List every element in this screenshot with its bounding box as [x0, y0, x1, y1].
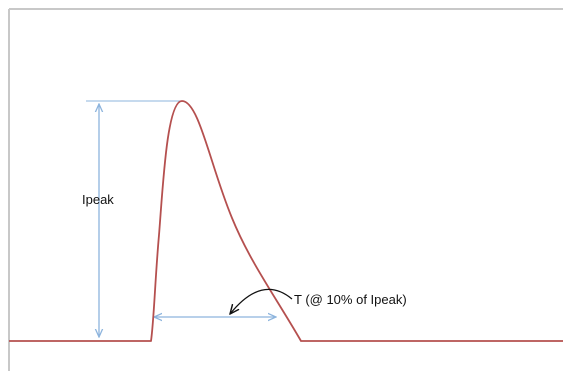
pulse-waveform — [9, 100, 563, 342]
ipeak-label: Ipeak — [82, 192, 114, 207]
pulse-width-label: T (@ 10% of Ipeak) — [294, 292, 407, 307]
callout-arrow-icon — [230, 288, 293, 314]
